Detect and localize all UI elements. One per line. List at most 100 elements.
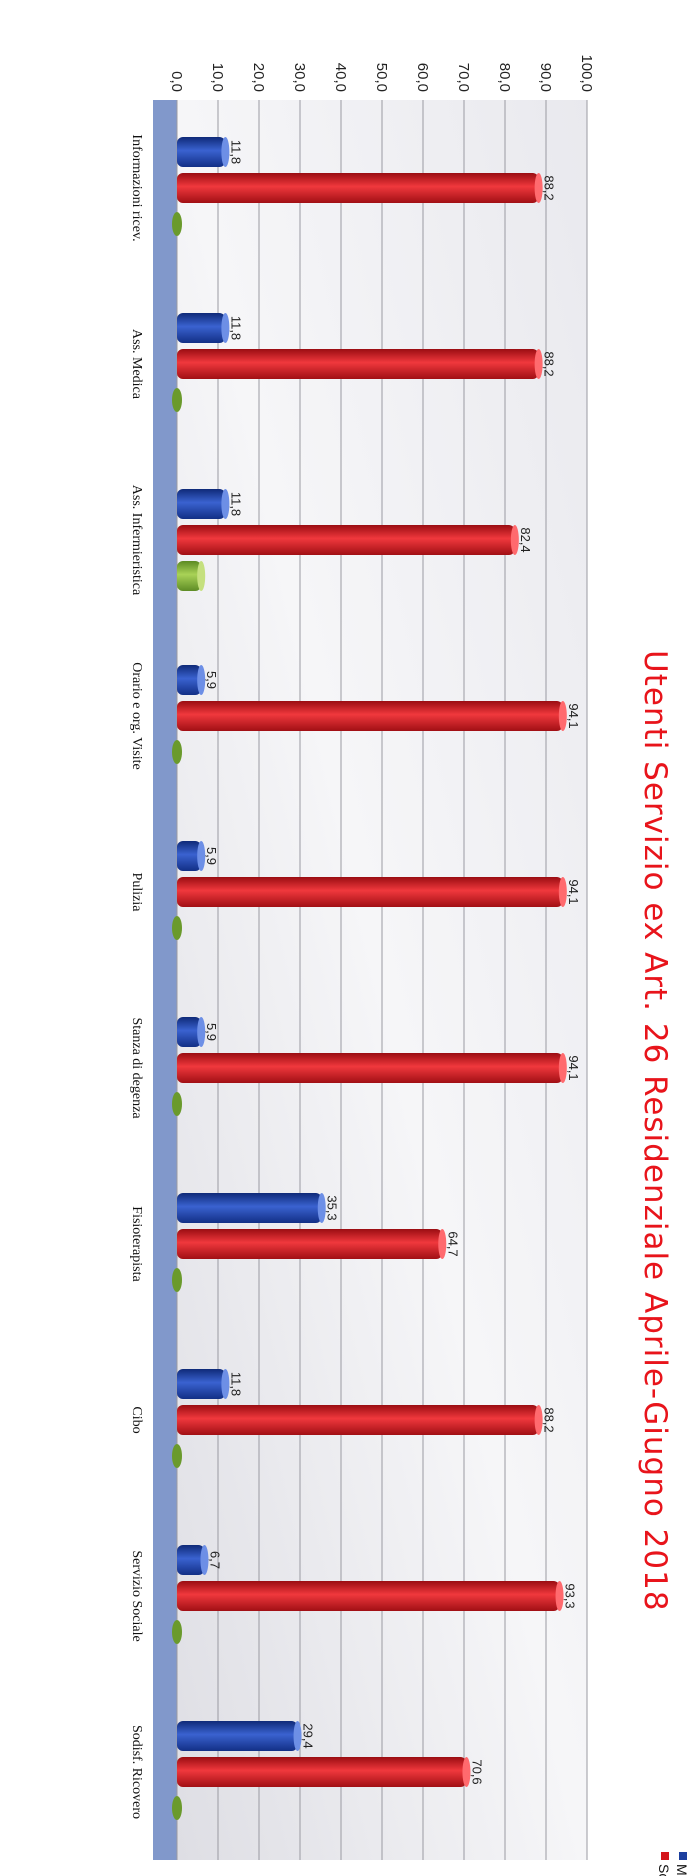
bar-cap: [197, 561, 206, 591]
bar-cap: [221, 489, 230, 519]
data-label: 88,2: [542, 351, 557, 376]
bar-cap: [200, 1545, 209, 1575]
y-tick-label: 90,0: [537, 63, 554, 92]
bar: [177, 1545, 205, 1575]
bar: [177, 1369, 226, 1399]
bar-empty-marker: [172, 1796, 182, 1820]
bar-empty-marker: [172, 388, 182, 412]
category-label: Sodisf. Ricovero: [129, 1725, 144, 1819]
bar-empty-marker: [172, 916, 182, 940]
bar-empty-marker: [172, 212, 182, 236]
data-label: 35,3: [325, 1195, 340, 1220]
category-label: Orario e org. Visite: [129, 662, 144, 770]
legend: Molto S. Sodd.: [656, 1852, 687, 1876]
bar-cap: [221, 137, 230, 167]
y-tick-label: 0,0: [168, 71, 185, 92]
bar: [177, 525, 515, 555]
bar: [177, 1229, 443, 1259]
bar: [177, 349, 539, 379]
category-label: Stanza di degenza: [129, 1017, 144, 1119]
category-label: Ass. Infermieristica: [129, 485, 144, 596]
bar-cap: [317, 1193, 326, 1223]
data-label: 64,7: [445, 1231, 460, 1256]
bar: [177, 1581, 560, 1611]
y-tick-label: 10,0: [209, 63, 226, 92]
category-label: Cibo: [129, 1406, 144, 1433]
bar-cap: [558, 877, 567, 907]
bar-empty-marker: [172, 740, 182, 764]
bar: [177, 173, 539, 203]
bar-empty-marker: [172, 1092, 182, 1116]
bar: [177, 665, 202, 695]
legend-swatch-sodd: [661, 1852, 669, 1860]
bar-cap: [197, 665, 206, 695]
bar-cap: [197, 841, 206, 871]
bar: [177, 313, 226, 343]
y-tick-label: 80,0: [496, 63, 513, 92]
bar-cap: [438, 1229, 447, 1259]
bar-empty-marker: [172, 1444, 182, 1468]
bar-cap: [558, 1053, 567, 1083]
bar: [177, 1757, 467, 1787]
bar: [177, 841, 202, 871]
data-label: 6,7: [207, 1551, 222, 1569]
data-label: 70,6: [469, 1759, 484, 1784]
bar-cap: [197, 1017, 206, 1047]
data-label: 5,9: [204, 671, 219, 689]
bar-cap: [534, 1405, 543, 1435]
data-label: 5,9: [204, 1023, 219, 1041]
bar: [177, 701, 563, 731]
y-tick-label: 100,0: [578, 54, 595, 92]
category-label: Servizio Sociale: [129, 1550, 144, 1641]
y-tick-label: 70,0: [455, 63, 472, 92]
y-axis-ticks: 0,0 10,0 20,0 30,0 40,0 50,0 60,0 70,0 80,0 90,0 1…: [168, 54, 595, 92]
bar: [177, 877, 563, 907]
bar: [177, 561, 202, 591]
bar: [177, 1193, 322, 1223]
category-labels: Informazioni ricev. Ass. Medica Ass. Infer…: [129, 134, 144, 1819]
y-tick-label: 50,0: [373, 63, 390, 92]
bar: [177, 137, 226, 167]
data-label: 11,8: [228, 316, 243, 340]
data-label: 11,8: [228, 140, 243, 164]
data-label: 88,2: [542, 1407, 557, 1432]
bar-cap: [293, 1721, 302, 1751]
bar: [177, 489, 226, 519]
bar: [177, 1405, 539, 1435]
bar-cap: [221, 313, 230, 343]
legend-swatch-molto-s: [679, 1852, 687, 1860]
y-tick-label: 20,0: [250, 63, 267, 92]
chart-title: Utenti Servizio ex Art. 26 Residenziale …: [637, 650, 673, 1612]
bar-cap: [534, 349, 543, 379]
data-label: 11,8: [228, 492, 243, 516]
data-label: 11,8: [228, 1372, 243, 1396]
category-label: Ass. Medica: [129, 329, 144, 400]
bar-empty-marker: [172, 1268, 182, 1292]
bar: [177, 1053, 563, 1083]
bars: 11,8 88,2 11,8 88,2 11,8 82,4 5,9 94,1 5,9 94,1 5,…: [172, 137, 581, 1820]
bar-empty-marker: [172, 1620, 182, 1644]
y-tick-label: 60,0: [414, 63, 431, 92]
bar-cap: [510, 525, 519, 555]
bar-cap: [558, 701, 567, 731]
gridlines: [176, 100, 588, 1860]
bar-cap: [534, 173, 543, 203]
bar-cap: [555, 1581, 564, 1611]
category-label: Pulizia: [129, 873, 144, 913]
bar-cap: [221, 1369, 230, 1399]
y-tick-label: 30,0: [291, 63, 308, 92]
y-tick-label: 40,0: [332, 63, 349, 92]
data-label: 94,1: [566, 879, 581, 904]
data-label: 29,4: [301, 1723, 316, 1748]
data-label: 5,9: [204, 847, 219, 865]
legend-label-molto-s: Molto S.: [674, 1864, 687, 1876]
data-label: 94,1: [566, 703, 581, 728]
data-label: 93,3: [563, 1583, 578, 1608]
data-label: 94,1: [566, 1055, 581, 1080]
bar-cap: [462, 1757, 471, 1787]
bar: [177, 1017, 202, 1047]
legend-label-sodd: Sodd.: [656, 1864, 672, 1876]
floor-base: [153, 100, 177, 1860]
bar: [177, 1721, 298, 1751]
